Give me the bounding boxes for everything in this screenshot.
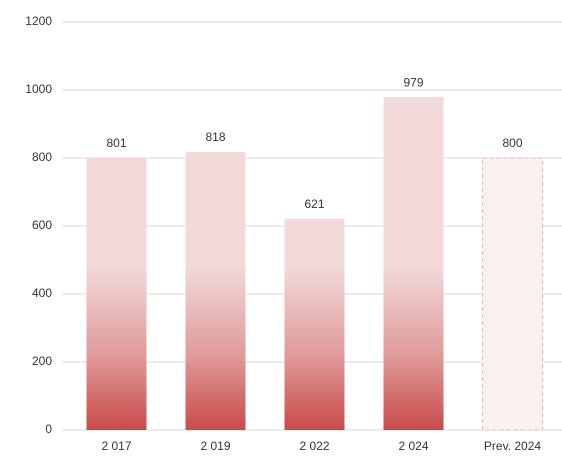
bar [482,157,543,431]
y-tick-label: 0 [45,422,52,436]
value-label: 818 [205,130,225,144]
y-tick-label: 1200 [25,14,52,28]
x-tick-label: 2 024 [398,439,428,453]
bar [284,218,345,430]
y-tick-label: 600 [32,218,52,232]
x-tick-label: 2 022 [299,439,329,453]
x-tick-label: 2 019 [200,439,230,453]
bar [383,97,444,430]
value-label: 800 [502,136,522,150]
bar [86,157,147,430]
bar [185,151,246,430]
x-tick-label: Prev. 2024 [484,439,541,453]
value-label: 621 [304,197,324,211]
value-label: 979 [403,75,423,89]
x-tick-label: 2 017 [101,439,131,453]
y-tick-label: 400 [32,286,52,300]
y-tick-label: 200 [32,354,52,368]
value-label: 801 [106,136,126,150]
y-tick-label: 1000 [25,82,52,96]
y-tick-label: 800 [32,150,52,164]
